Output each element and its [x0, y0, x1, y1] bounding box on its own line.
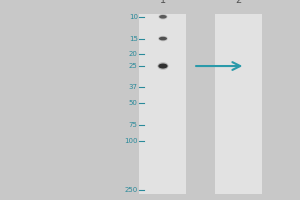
Text: 250: 250	[124, 187, 138, 193]
Text: 100: 100	[124, 138, 138, 144]
Text: 10: 10	[129, 14, 138, 20]
Text: 1: 1	[160, 0, 166, 5]
Text: 50: 50	[129, 100, 138, 106]
Text: 37: 37	[129, 84, 138, 90]
Bar	[140, 14, 187, 194]
Ellipse shape	[159, 37, 167, 40]
Ellipse shape	[158, 14, 167, 19]
Text: 75: 75	[129, 122, 138, 128]
Text: 15: 15	[129, 36, 138, 42]
Bar	[215, 14, 262, 194]
Ellipse shape	[158, 62, 169, 70]
Text: 20: 20	[129, 51, 138, 57]
Ellipse shape	[158, 64, 168, 69]
Text: 25: 25	[129, 63, 138, 69]
Ellipse shape	[159, 15, 167, 19]
Text: 2: 2	[236, 0, 242, 5]
Ellipse shape	[158, 36, 168, 41]
